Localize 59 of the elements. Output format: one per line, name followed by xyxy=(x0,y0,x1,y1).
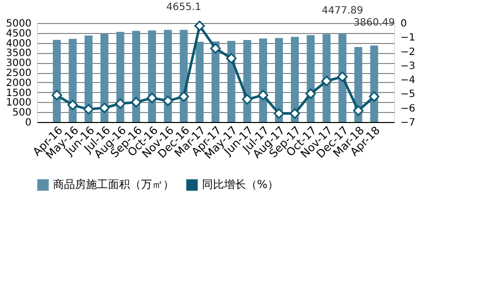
bar xyxy=(164,30,172,122)
point xyxy=(274,108,284,119)
y2-tick-label: −6 xyxy=(400,103,416,114)
y2-tick-label: −7 xyxy=(400,118,416,128)
y-tick-label: 500 xyxy=(12,108,32,119)
point xyxy=(337,72,348,82)
point xyxy=(178,91,189,102)
point xyxy=(290,108,300,119)
bar xyxy=(68,38,77,122)
point xyxy=(242,94,252,105)
bar xyxy=(148,30,156,122)
y-tick-label: 4500 xyxy=(6,28,32,40)
point xyxy=(115,98,126,109)
y-tick-label: 1000 xyxy=(6,98,32,109)
point xyxy=(146,92,158,104)
point xyxy=(130,96,142,108)
point xyxy=(321,76,332,86)
y-tick-label: 1500 xyxy=(6,88,32,99)
bar xyxy=(116,32,124,122)
point xyxy=(368,91,380,102)
point xyxy=(67,100,78,110)
point xyxy=(305,88,316,99)
y2-tick-label: −2 xyxy=(400,46,416,58)
y-tick-label: 0 xyxy=(25,118,32,128)
bar xyxy=(290,36,299,122)
bar xyxy=(322,34,331,122)
bar xyxy=(275,38,283,122)
point xyxy=(52,90,62,100)
y2-tick-label: −5 xyxy=(400,89,416,100)
point xyxy=(210,43,221,54)
bar xyxy=(196,42,204,122)
point xyxy=(99,102,110,114)
y2-tick-label: −1 xyxy=(400,32,416,44)
point xyxy=(226,53,237,64)
y-tick-label: 4000 xyxy=(6,38,32,50)
bar xyxy=(52,40,61,122)
y2-tick-label: −4 xyxy=(400,75,416,86)
data-label: 4477.89 xyxy=(322,5,364,16)
point xyxy=(353,105,364,116)
point xyxy=(194,20,205,32)
legend-label: 商品房施工面积（万㎡） xyxy=(53,178,174,191)
bar xyxy=(370,46,378,122)
point xyxy=(162,96,174,106)
y-tick-label: 3500 xyxy=(6,48,32,60)
y-tick-label: 3000 xyxy=(6,58,32,70)
legend-label: 同比增长（%） xyxy=(202,178,278,191)
y-tick-label: 2500 xyxy=(6,68,32,79)
bar xyxy=(259,38,268,122)
y-tick-label: 5000 xyxy=(6,18,32,30)
bar xyxy=(132,30,140,122)
y2-tick-label: −3 xyxy=(400,60,416,72)
data-label: 4655.1 xyxy=(166,2,202,13)
point xyxy=(258,90,268,100)
y-tick-label: 2000 xyxy=(6,78,32,89)
bar xyxy=(84,35,93,122)
y2-tick-label: 0 xyxy=(400,18,407,30)
bar xyxy=(100,34,108,122)
point xyxy=(83,104,94,114)
bar xyxy=(306,35,315,122)
